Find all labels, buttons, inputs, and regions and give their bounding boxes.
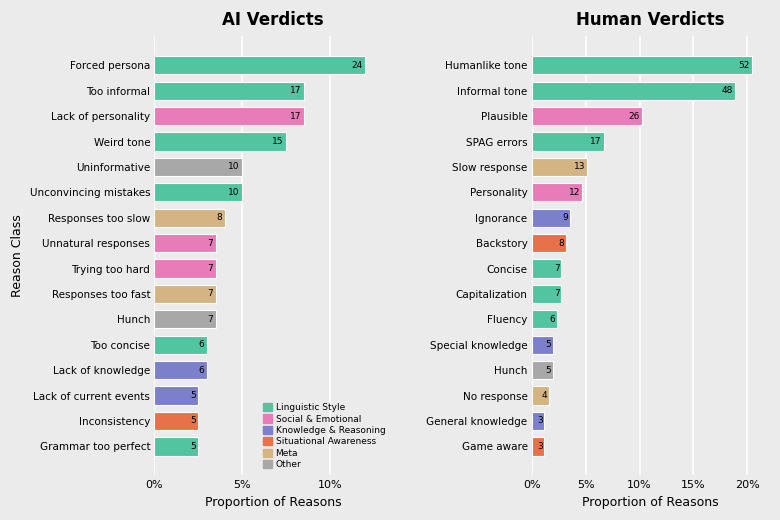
Text: 3: 3	[537, 442, 543, 451]
Text: 7: 7	[207, 290, 213, 298]
Bar	[154, 412, 198, 430]
Text: 7: 7	[554, 264, 560, 273]
Bar	[154, 158, 243, 176]
Text: 4: 4	[541, 391, 547, 400]
Text: 52: 52	[739, 61, 750, 70]
Bar	[154, 259, 216, 278]
Text: 15: 15	[272, 137, 284, 146]
Text: 48: 48	[722, 86, 733, 95]
Title: Human Verdicts: Human Verdicts	[576, 11, 725, 29]
Text: 9: 9	[562, 213, 568, 222]
Text: 5: 5	[190, 442, 196, 451]
Bar	[154, 107, 304, 125]
Bar	[532, 183, 583, 201]
Bar	[532, 107, 642, 125]
Text: 26: 26	[629, 112, 640, 121]
X-axis label: Proportion of Reasons: Proportion of Reasons	[204, 496, 342, 509]
Text: 13: 13	[573, 162, 585, 172]
Text: 24: 24	[352, 61, 363, 70]
Text: 3: 3	[537, 417, 543, 425]
Text: 7: 7	[207, 239, 213, 248]
Bar	[532, 412, 544, 430]
Text: 7: 7	[207, 315, 213, 324]
Bar	[154, 285, 216, 303]
Legend: Linguistic Style, Social & Emotional, Knowledge & Reasoning, Situational Awarene: Linguistic Style, Social & Emotional, Kn…	[261, 401, 387, 471]
Text: 8: 8	[558, 239, 564, 248]
Text: 5: 5	[545, 340, 551, 349]
Text: 6: 6	[199, 366, 204, 374]
Bar	[532, 437, 544, 456]
Text: 17: 17	[289, 112, 301, 121]
X-axis label: Proportion of Reasons: Proportion of Reasons	[582, 496, 718, 509]
Bar	[154, 234, 216, 252]
Bar	[532, 82, 735, 100]
Bar	[154, 437, 198, 456]
Bar	[154, 386, 198, 405]
Bar	[154, 183, 243, 201]
Bar	[154, 56, 365, 74]
Bar	[154, 82, 304, 100]
Bar	[154, 335, 207, 354]
Text: 7: 7	[554, 290, 560, 298]
Bar	[154, 361, 207, 379]
Text: 8: 8	[216, 213, 222, 222]
Bar	[532, 259, 562, 278]
Text: 5: 5	[190, 417, 196, 425]
Text: 6: 6	[199, 340, 204, 349]
Bar	[532, 335, 553, 354]
Bar	[154, 209, 225, 227]
Text: 6: 6	[550, 315, 555, 324]
Bar	[532, 310, 557, 329]
Y-axis label: Reason Class: Reason Class	[11, 214, 24, 297]
Text: 10: 10	[229, 162, 239, 172]
Bar	[154, 133, 286, 151]
Title: AI Verdicts: AI Verdicts	[222, 11, 324, 29]
Bar	[532, 133, 604, 151]
Text: 17: 17	[289, 86, 301, 95]
Text: 12: 12	[569, 188, 581, 197]
Text: 5: 5	[190, 391, 196, 400]
Bar	[532, 361, 553, 379]
Text: 5: 5	[545, 366, 551, 374]
Bar	[154, 310, 216, 329]
Bar	[532, 56, 752, 74]
Bar	[532, 158, 587, 176]
Bar	[532, 209, 569, 227]
Bar	[532, 234, 566, 252]
Bar	[532, 386, 548, 405]
Text: 7: 7	[207, 264, 213, 273]
Text: 17: 17	[590, 137, 602, 146]
Text: 10: 10	[229, 188, 239, 197]
Bar	[532, 285, 562, 303]
